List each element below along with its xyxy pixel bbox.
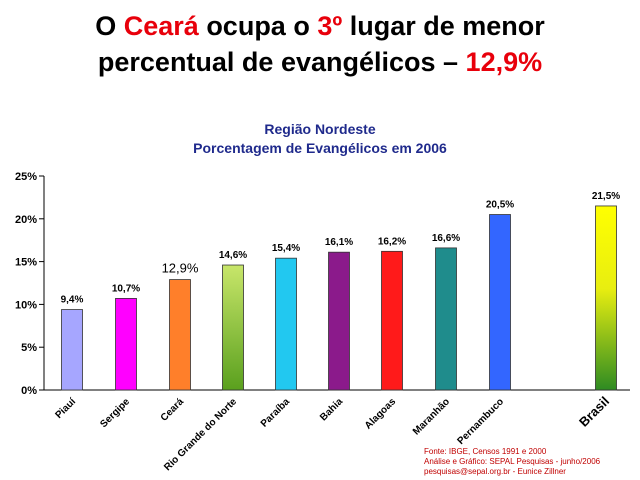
bar xyxy=(61,309,83,391)
chart-title-block: Região Nordeste Porcentagem de Evangélic… xyxy=(0,120,640,158)
headline-text: O xyxy=(95,11,124,41)
y-tick-label: 10% xyxy=(15,299,37,311)
chart-subtitle: Porcentagem de Evangélicos em 2006 xyxy=(193,140,447,156)
bar xyxy=(381,250,403,391)
source-line: Análise e Gráfico: SEPAL Pesquisas - jun… xyxy=(424,457,601,466)
x-tick-label: Brasil xyxy=(576,394,612,430)
bar xyxy=(489,214,511,391)
y-tick-label: 20% xyxy=(15,214,37,226)
headline-text: percentual de evangélicos – xyxy=(97,47,466,77)
data-label: 14,6% xyxy=(219,250,247,261)
bar xyxy=(275,257,297,391)
data-label: 16,1% xyxy=(325,237,353,248)
headline-value: 12,9% xyxy=(465,47,543,77)
bar xyxy=(169,279,191,391)
headline-rank: 3º xyxy=(317,11,343,41)
source-note: Fonte: IBGE, Censos 1991 e 2000 Análise … xyxy=(424,447,600,477)
data-label: 12,9% xyxy=(162,261,199,276)
data-label: 9,4% xyxy=(61,295,84,306)
headline-state: Ceará xyxy=(123,11,199,41)
bar xyxy=(328,251,350,391)
source-line: pesquisas@sepal.org.br - Eunice Zillner xyxy=(424,467,566,476)
data-label: 20,5% xyxy=(486,200,514,211)
y-tick-label: 15% xyxy=(15,257,37,269)
headline-text: ocupa o xyxy=(198,11,318,41)
data-label: 21,5% xyxy=(592,191,620,202)
x-tick-label: Pernambuco xyxy=(456,396,507,447)
x-tick-label: Bahia xyxy=(318,396,345,423)
x-tick-label: Alagoas xyxy=(363,396,399,432)
bar xyxy=(435,247,457,391)
x-tick-label: Ceará xyxy=(159,396,187,424)
x-tick-label: Sergipe xyxy=(98,396,132,430)
y-tick-label: 0% xyxy=(21,385,37,397)
headline-line-2: percentual de evangélicos – 12,9% xyxy=(0,44,640,80)
data-label: 15,4% xyxy=(272,243,300,254)
data-label: 10,7% xyxy=(112,283,140,294)
headline-text: lugar de menor xyxy=(342,11,545,41)
x-tick-label: Paraíba xyxy=(259,396,293,430)
bar xyxy=(115,298,137,391)
y-tick-label: 5% xyxy=(21,342,37,354)
x-tick-label: Piauí xyxy=(53,395,79,421)
headline-line-1: O Ceará ocupa o 3º lugar de menor xyxy=(0,8,640,44)
y-tick-label: 25% xyxy=(15,171,37,183)
chart-title: Região Nordeste xyxy=(264,121,376,137)
bar xyxy=(595,205,617,391)
data-label: 16,2% xyxy=(378,236,406,247)
headline: O Ceará ocupa o 3º lugar de menor percen… xyxy=(0,8,640,80)
source-line: Fonte: IBGE, Censos 1991 e 2000 xyxy=(424,447,547,456)
bar xyxy=(222,264,244,391)
x-tick-label: Maranhão xyxy=(411,396,452,437)
data-label: 16,6% xyxy=(432,233,460,244)
